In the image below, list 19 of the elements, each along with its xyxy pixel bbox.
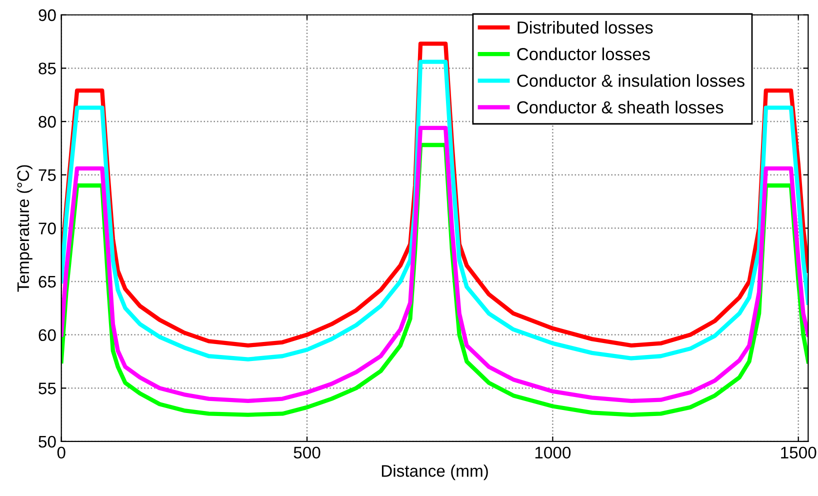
x-tick-label: 500 [294, 446, 320, 459]
legend-label: Conductor & sheath losses [517, 100, 724, 114]
x-tick-label: 1000 [535, 446, 571, 459]
y-tick-label: 80 [38, 116, 56, 128]
y-tick-label: 55 [38, 382, 56, 394]
legend-label: Conductor losses [517, 48, 650, 60]
y-tick-label: 85 [38, 62, 56, 74]
y-tick-label: 70 [38, 222, 56, 234]
y-tick-label: 65 [38, 276, 56, 288]
legend-label: Conductor & insulation losses [517, 74, 744, 87]
x-axis-title: Distance (mm) [382, 464, 488, 480]
y-tick-label: 60 [38, 329, 56, 342]
x-tick-label: 0 [57, 446, 66, 459]
y-tick-label: 75 [38, 169, 56, 182]
legend-label: Distributed losses [518, 20, 653, 34]
y-axis-title: Temperature (°C) [16, 165, 32, 292]
y-tick-label: 50 [38, 436, 56, 448]
x-tick-label: 1500 [781, 446, 816, 459]
y-tick-label: 90 [38, 9, 56, 22]
